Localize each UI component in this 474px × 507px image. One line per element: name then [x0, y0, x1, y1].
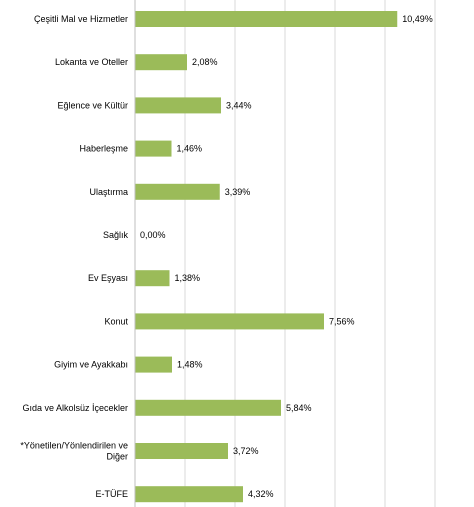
- data-label: 4,32%: [248, 489, 274, 499]
- bar: [135, 270, 170, 287]
- bar: [135, 399, 281, 416]
- category-label: Lokanta ve Oteller: [55, 57, 128, 67]
- data-label: 1,46%: [177, 144, 203, 154]
- data-label: 7,56%: [329, 316, 355, 326]
- category-label: Konut: [104, 316, 128, 326]
- category-label-line: Eğlence ve Kültür: [57, 100, 128, 110]
- bar: [135, 183, 220, 200]
- data-label: 1,38%: [175, 273, 201, 283]
- bars: [135, 11, 398, 503]
- value-labels: 10,49% 2,08% 3,44% 1,46% 3,39% 0,00% 1,38% 7,56…: [140, 14, 433, 499]
- data-label: 2,08%: [192, 57, 218, 67]
- category-label-line: Ev Eşyası: [88, 273, 128, 283]
- gridlines: [184, 0, 436, 507]
- data-label: 0,00%: [140, 230, 166, 240]
- bar: [135, 356, 172, 373]
- category-label: Giyim ve Ayakkabı: [54, 360, 128, 370]
- category-label: E-TÜFE: [96, 489, 129, 499]
- category-label-line: Gıda ve Alkolsüz İçecekler: [22, 403, 128, 413]
- data-label: 10,49%: [402, 14, 433, 24]
- category-label: Çeşitli Mal ve Hizmetler: [34, 14, 128, 24]
- category-label-line: Giyim ve Ayakkabı: [54, 360, 128, 370]
- category-label-line: Ulaştırma: [89, 187, 128, 197]
- category-labels: Çeşitli Mal ve Hizmetler Lokanta ve Otell…: [20, 14, 128, 499]
- category-label: Ev Eşyası: [88, 273, 128, 283]
- category-label-line: Sağlık: [103, 230, 129, 240]
- data-label: 3,39%: [225, 187, 251, 197]
- bar: [135, 97, 221, 114]
- category-label: Gıda ve Alkolsüz İçecekler: [22, 403, 128, 413]
- data-label: 1,48%: [177, 360, 203, 370]
- category-label: *Yönetilen/Yönlendirilen ve Diğer: [20, 441, 128, 462]
- category-label-line: Çeşitli Mal ve Hizmetler: [34, 14, 128, 24]
- category-label: Ulaştırma: [89, 187, 128, 197]
- data-label: 3,44%: [226, 100, 252, 110]
- bar: [135, 140, 172, 157]
- data-label: 3,72%: [233, 446, 259, 456]
- category-label-line: Konut: [104, 316, 128, 326]
- category-label: Haberleşme: [79, 144, 128, 154]
- bar: [135, 54, 187, 71]
- bar: [135, 486, 243, 503]
- category-label: Sağlık: [103, 230, 129, 240]
- bar: [135, 443, 228, 459]
- category-label-line: Haberleşme: [79, 144, 128, 154]
- category-label: Eğlence ve Kültür: [57, 100, 128, 110]
- category-label-line: Diğer: [106, 452, 128, 462]
- category-label-line: *Yönetilen/Yönlendirilen ve: [20, 441, 128, 451]
- category-label-line: E-TÜFE: [96, 489, 129, 499]
- bar: [135, 11, 398, 27]
- data-label: 5,84%: [286, 403, 312, 413]
- category-label-line: Lokanta ve Oteller: [55, 57, 128, 67]
- bar: [135, 313, 324, 330]
